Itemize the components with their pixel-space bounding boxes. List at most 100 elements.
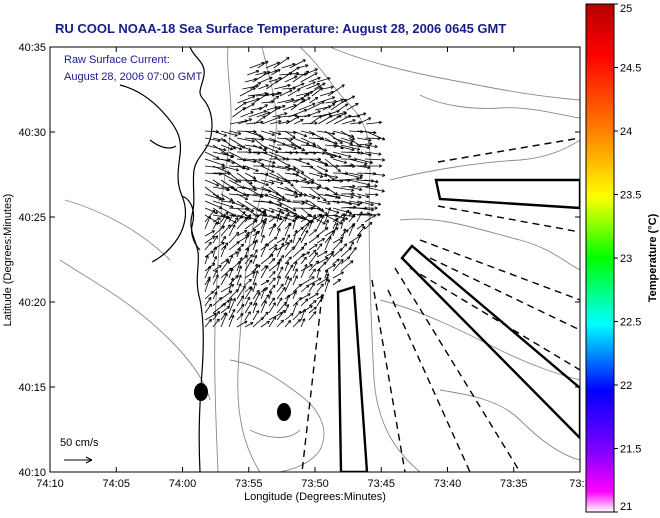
current-vector: [287, 88, 301, 97]
current-vector: [292, 226, 304, 237]
current-vector: [332, 158, 348, 164]
shipping-lanes: [336, 178, 580, 472]
current-vector: [220, 260, 230, 272]
current-vector: [244, 271, 255, 279]
current-vector: [300, 251, 310, 258]
current-vector: [253, 92, 269, 104]
current-vector: [236, 217, 248, 230]
current-vector: [332, 278, 341, 286]
x-tick-label: 73:40: [434, 478, 462, 490]
current-vector: [272, 112, 288, 118]
current-vector: [204, 318, 212, 328]
current-vector: [284, 222, 292, 237]
current-vector: [228, 144, 243, 151]
current-vector: [266, 105, 278, 111]
current-vector: [292, 158, 310, 166]
current-vector: [228, 298, 236, 314]
current-vector: [212, 246, 218, 258]
current-vector: [260, 76, 273, 83]
current-vector: [276, 137, 294, 141]
current-vector: [260, 217, 267, 230]
current-vector: [332, 271, 344, 279]
current-vector: [356, 233, 362, 244]
current-vector: [276, 297, 283, 307]
current-vector: [244, 259, 253, 272]
x-tick-label: 74:00: [169, 478, 197, 490]
colorbar: [585, 3, 615, 513]
current-vector: [260, 279, 270, 286]
current-vector: [324, 207, 340, 214]
current-vector: [324, 269, 329, 279]
current-vector: [324, 219, 330, 230]
current-vector: [276, 200, 297, 212]
current-vector: [244, 165, 259, 172]
current-vector: [316, 268, 321, 279]
current-vector: [228, 289, 239, 300]
current-vector: [300, 72, 318, 83]
current-vector: [228, 308, 236, 321]
current-vector: [252, 158, 265, 166]
current-vector: [228, 314, 235, 328]
current-vector: [316, 283, 324, 293]
current-vector: [276, 228, 281, 237]
current-vector: [228, 241, 240, 251]
current-vector: [284, 212, 290, 223]
current-vector: [284, 130, 296, 139]
current-vector: [204, 207, 219, 215]
current-vector: [341, 118, 356, 125]
current-vector: [220, 130, 238, 137]
current-vector: [276, 158, 291, 167]
current-vector: [352, 112, 367, 118]
current-vector: [300, 229, 309, 244]
current-vector: [324, 151, 342, 159]
current-vector: [276, 286, 286, 300]
current-vector: [244, 231, 250, 244]
scale-arrow: [64, 456, 93, 464]
current-vector: [268, 290, 273, 300]
current-vector: [204, 290, 214, 300]
current-vector: [340, 229, 349, 237]
current-vector: [252, 292, 261, 307]
current-vector: [252, 230, 259, 244]
current-vector: [236, 211, 246, 223]
current-vector: [284, 75, 298, 83]
current-vector: [244, 193, 264, 199]
current-vector: [257, 60, 269, 69]
y-tick-label: 40:15: [18, 382, 46, 394]
current-vector: [276, 209, 282, 223]
current-vector: [268, 302, 276, 314]
current-vector: [348, 179, 371, 187]
current-vector: [260, 179, 275, 185]
current-vector: [260, 300, 267, 314]
current-vector: [364, 179, 379, 184]
current-vector: [293, 93, 310, 104]
colorbar-tick-label: 24: [620, 126, 632, 138]
x-tick-label: 74:05: [102, 478, 130, 490]
current-vector: [228, 297, 233, 307]
current-vector: [292, 229, 298, 244]
current-vector: [276, 275, 281, 286]
current-vector: [276, 72, 293, 83]
current-vector: [264, 106, 281, 118]
buoy-marker-east: [277, 403, 291, 421]
current-vector: [284, 275, 290, 286]
x-tick-label: 74:10: [36, 478, 64, 490]
x-axis-label: Longitude (Degrees:Minutes): [244, 491, 386, 503]
current-vector: [204, 241, 212, 251]
current-vector: [261, 116, 281, 125]
current-vector: [308, 252, 318, 265]
current-vector: [228, 217, 239, 230]
current-vector: [284, 320, 292, 328]
current-vector: [265, 61, 280, 69]
current-vector: [268, 284, 276, 293]
current-vector: [204, 278, 211, 293]
current-vector: [236, 248, 242, 258]
y-axis: 40:35 40:30 40:25 40:20 40:15 40:10: [18, 42, 580, 479]
survey-tracks: [301, 137, 580, 472]
current-vector: [316, 238, 325, 244]
current-vector: [324, 130, 343, 144]
current-vector: [300, 263, 308, 279]
current-vector: [244, 219, 258, 230]
current-vector: [266, 80, 279, 90]
current-vector: [356, 184, 378, 188]
